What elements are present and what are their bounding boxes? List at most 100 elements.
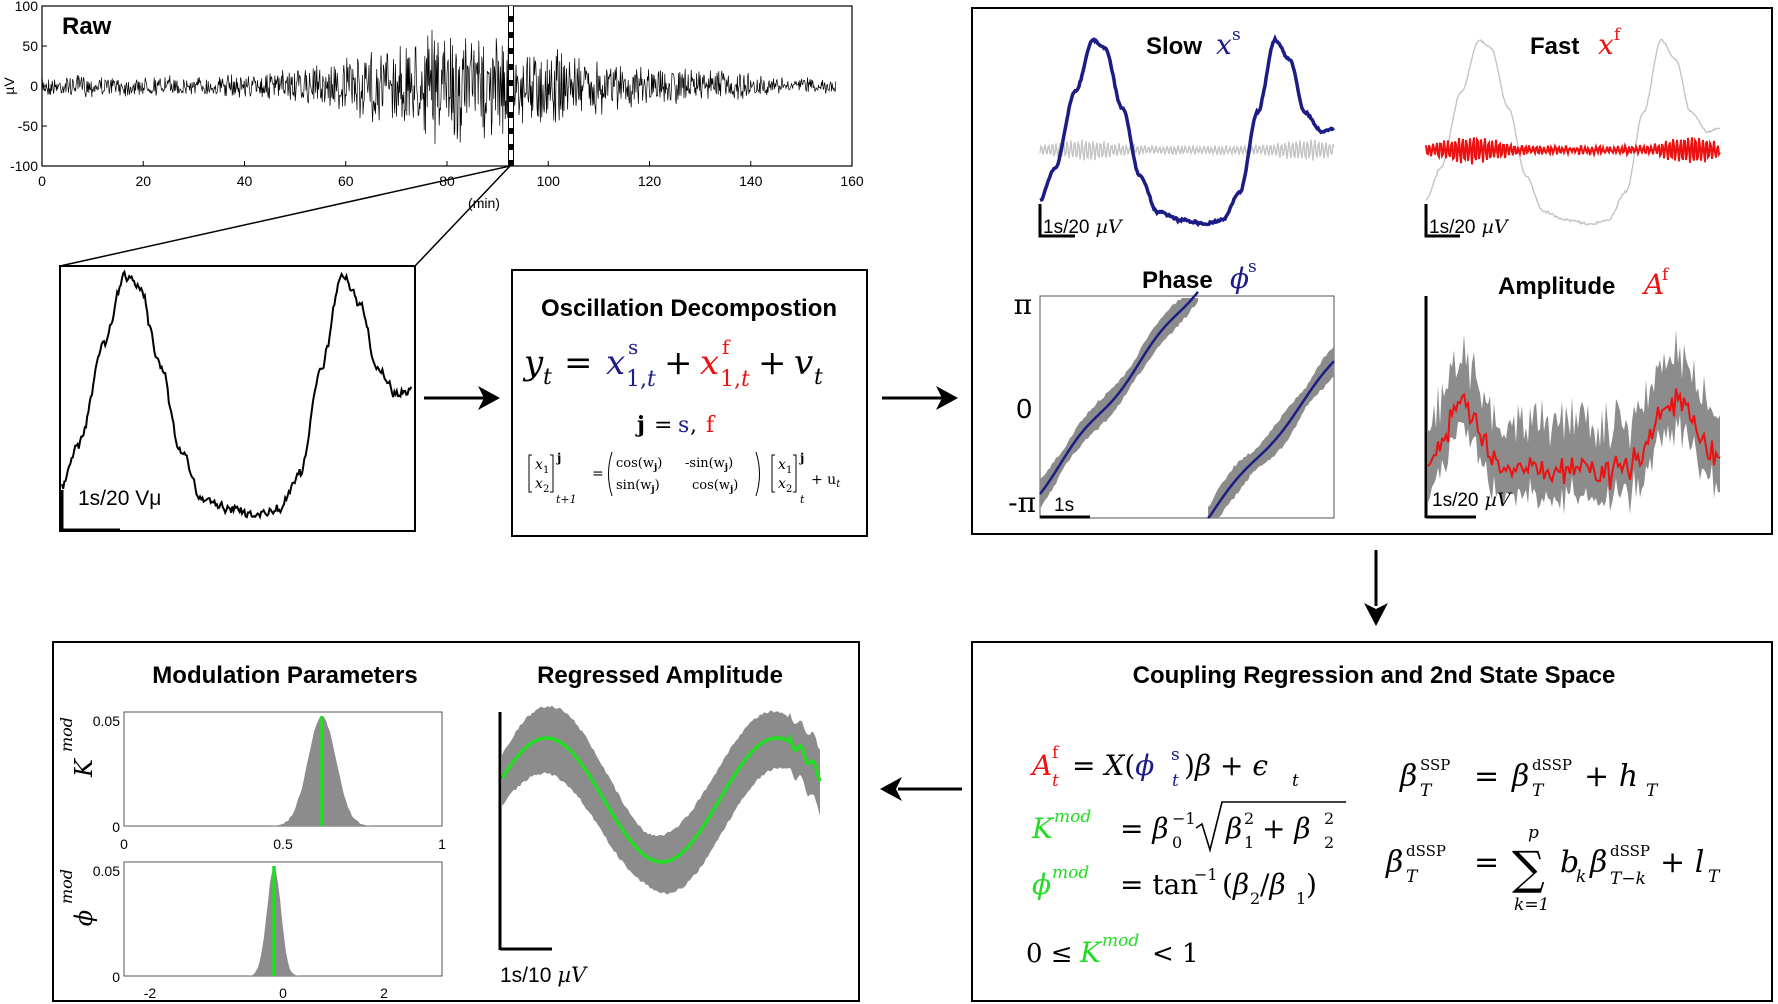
raw-y-tick-label: 0 xyxy=(30,78,38,94)
slow-subplot: Slow x s 1s/20 µV xyxy=(1038,25,1335,238)
svg-text:+ l: + l xyxy=(1660,845,1704,880)
amplitude-estimate xyxy=(1427,388,1721,490)
svg-text:T: T xyxy=(1708,867,1721,887)
svg-text:=: = xyxy=(1474,759,1499,794)
svg-text:K: K xyxy=(70,757,98,778)
raw-y-tick-label: 100 xyxy=(15,0,39,14)
svg-text:v: v xyxy=(794,343,813,383)
svg-text:K: K xyxy=(1079,936,1103,969)
svg-text:x: x xyxy=(700,343,719,383)
svg-text:0: 0 xyxy=(279,985,287,1001)
raw-x-unit: (min) xyxy=(468,195,500,211)
zoom-frame xyxy=(59,265,416,532)
regressed-amplitude-estimate xyxy=(500,734,822,864)
svg-text:= X(ϕ: = X(ϕ xyxy=(1072,749,1154,782)
svg-text:+ ut: + ut xyxy=(811,472,841,490)
svg-text:=: = xyxy=(1474,845,1499,880)
raw-x-ticks: 0 20 40 60 80 100 120 140 160 xyxy=(38,161,864,189)
decomposition-panel: Oscillation Decompostion y t = x s 1,t +… xyxy=(511,269,868,537)
svg-text:0 ≤: 0 ≤ xyxy=(1026,939,1073,969)
components-panel: Slow x s 1s/20 µV Fast x f 1s/20 µV Phase … xyxy=(971,7,1773,535)
svg-text:t: t xyxy=(814,365,823,390)
svg-text:j: j xyxy=(556,451,561,465)
svg-text:s: s xyxy=(678,413,689,438)
raw-y-unit: µV xyxy=(1,77,17,95)
raw-panel: Raw µV 100 50 0 -50 -100 0 20 40 60 80 100 120 140 1… xyxy=(1,0,864,267)
svg-text:0: 0 xyxy=(1172,833,1182,852)
ssp-equation: β SSP T = β dSSP T + h T xyxy=(1399,756,1659,801)
svg-text:x: x xyxy=(535,476,543,492)
svg-text:sin(wj): sin(wj) xyxy=(616,478,660,495)
svg-text:= tan: = tan xyxy=(1120,868,1198,901)
dssp-equation: β dSSP T = ∑ p k=1 b k β dSSP T−k + l T xyxy=(1385,823,1721,915)
modulation-title: Modulation Parameters xyxy=(152,662,417,689)
svg-text:cos(wj): cos(wj) xyxy=(616,456,662,473)
regressed-uncertainty-band xyxy=(502,705,820,895)
slow-scale-bar xyxy=(1038,204,1075,238)
amplitude-title: Amplitude xyxy=(1498,273,1615,300)
svg-text:−1: −1 xyxy=(1194,865,1218,884)
phase-tick-zero: 0 xyxy=(1016,393,1032,424)
arrow-coupling-to-results xyxy=(880,777,962,801)
slow-title: Slow xyxy=(1146,33,1202,60)
svg-text:T: T xyxy=(1406,867,1419,887)
fast-slow-background-trace xyxy=(1425,38,1721,226)
svg-text:+: + xyxy=(664,343,693,383)
kmod-histogram: K mod 0.05 0 0 0.5 1 xyxy=(57,711,446,852)
phase-tick-pi: π xyxy=(1014,288,1032,321)
svg-text:s: s xyxy=(628,335,638,359)
svg-text:T: T xyxy=(1646,781,1659,801)
phase-tick-neg-pi: -π xyxy=(1008,486,1036,519)
raw-x-tick-label: 160 xyxy=(840,173,864,189)
svg-text:0.05: 0.05 xyxy=(93,713,120,729)
svg-text:T−k: T−k xyxy=(1610,869,1646,889)
svg-text:1: 1 xyxy=(786,465,792,476)
svg-text:x: x xyxy=(535,457,543,473)
svg-text:mod: mod xyxy=(57,869,76,904)
regressed-amplitude-plot: 1s/10 µV xyxy=(498,705,822,987)
svg-text:A: A xyxy=(1641,268,1664,301)
svg-text:mod: mod xyxy=(57,717,76,752)
svg-text:2: 2 xyxy=(1324,809,1334,828)
svg-text:y: y xyxy=(522,343,544,383)
raw-x-tick-label: 0 xyxy=(38,173,46,189)
raw-x-tick-label: 120 xyxy=(638,173,662,189)
raw-title: Raw xyxy=(62,13,112,40)
raw-x-tick-label: 80 xyxy=(439,173,455,189)
decomposition-title: Oscillation Decompostion xyxy=(541,295,837,322)
svg-text:=: = xyxy=(654,413,672,438)
svg-text:dSSP: dSSP xyxy=(1532,756,1572,774)
phimod-distribution xyxy=(124,866,442,976)
svg-text:T: T xyxy=(1532,781,1545,801)
svg-text:s: s xyxy=(1248,257,1257,277)
arrow-decomp-to-components xyxy=(882,386,958,410)
svg-text:ϕ: ϕ xyxy=(1032,868,1051,901)
svg-text:x: x xyxy=(778,476,786,492)
raw-eeg-trace xyxy=(41,29,837,145)
svg-text:p: p xyxy=(1528,823,1539,843)
svg-text:f: f xyxy=(1614,25,1622,45)
svg-text:T: T xyxy=(1420,781,1433,801)
svg-text:0: 0 xyxy=(120,836,128,852)
phase-uncertainty-band-1 xyxy=(1040,298,1198,509)
svg-text:−1: −1 xyxy=(1172,809,1196,828)
svg-text:k: k xyxy=(1576,867,1586,887)
fast-title: Fast xyxy=(1530,33,1579,60)
svg-text:1: 1 xyxy=(1296,889,1306,908)
zoom-scale-bar xyxy=(60,490,120,532)
svg-text:k=1: k=1 xyxy=(1514,895,1549,915)
raw-y-ticks: 100 50 0 -50 -100 xyxy=(10,0,47,174)
svg-text:s: s xyxy=(1171,745,1180,765)
svg-text:1,t: 1,t xyxy=(626,367,656,392)
svg-text:ϕ: ϕ xyxy=(1230,262,1249,295)
svg-text:-sin(wj): -sin(wj) xyxy=(685,456,733,473)
svg-text:x: x xyxy=(606,343,625,383)
raw-y-tick-label: 50 xyxy=(22,38,38,54)
svg-text:=: = xyxy=(592,466,604,482)
svg-text:mod: mod xyxy=(1054,807,1091,827)
kmod-equation: K mod = β 0 −1 β 1 2 + β 2 2 xyxy=(1031,801,1346,853)
zoom-scale-label: 1s/20 Vμ xyxy=(78,487,161,510)
svg-text:+: + xyxy=(758,343,787,383)
